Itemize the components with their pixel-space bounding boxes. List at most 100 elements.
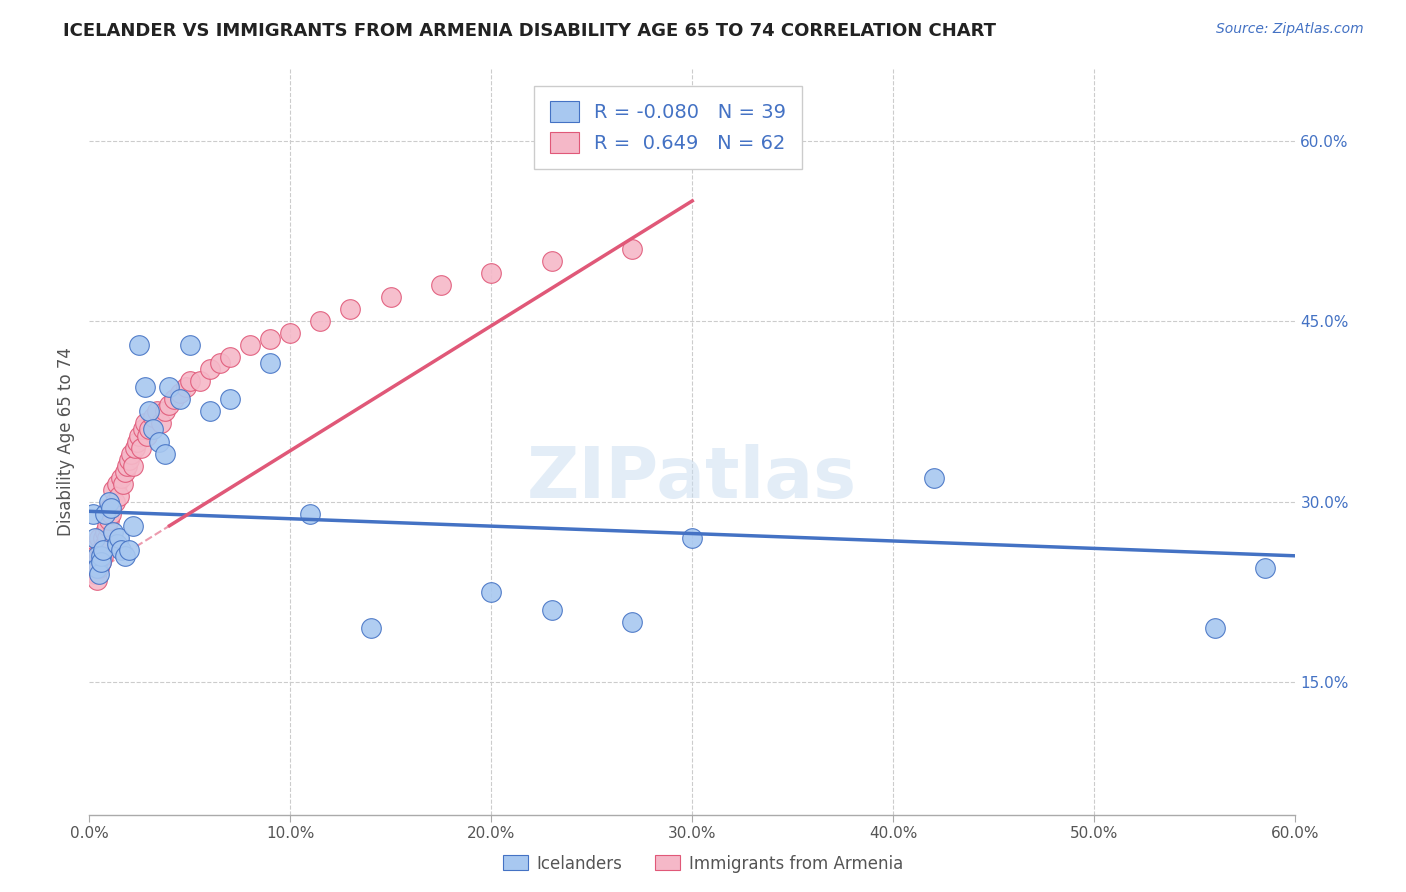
Point [218,351,240,365]
Point [922,470,945,484]
Point [159,380,181,394]
Point [169,392,191,407]
Point [309,314,332,328]
Point [540,254,562,268]
Point [208,356,231,370]
Point [1254,561,1277,575]
Point [114,465,136,479]
Point [96,531,118,545]
Point [87,561,110,575]
Point [87,566,110,581]
Point [108,489,131,503]
Point [96,518,118,533]
Point [90,555,112,569]
Point [479,585,502,599]
Point [94,524,117,539]
Point [114,549,136,563]
Point [87,549,110,563]
Point [100,500,122,515]
Point [299,507,322,521]
Point [124,441,146,455]
Point [103,483,125,497]
Point [259,332,281,346]
Point [90,542,112,557]
Point [155,404,177,418]
Point [110,470,132,484]
Point [1204,621,1226,635]
Point [138,422,160,436]
Point [86,561,108,575]
Point [198,404,221,418]
Point [112,476,135,491]
Point [339,302,361,317]
Point [118,542,141,557]
Point [218,392,240,407]
Point [174,380,197,394]
Legend: R = -0.080   N = 39, R =  0.649   N = 62: R = -0.080 N = 39, R = 0.649 N = 62 [534,86,801,169]
Point [131,441,153,455]
Point [84,531,107,545]
Point [188,375,211,389]
Point [86,573,108,587]
Point [132,422,155,436]
Point [94,537,117,551]
Point [120,446,142,460]
Point [169,386,191,401]
Point [179,338,201,352]
Point [98,494,121,508]
Point [148,434,170,449]
Point [104,494,127,508]
Point [100,507,122,521]
Point [110,542,132,557]
Point [239,338,262,352]
Point [259,356,281,370]
Point [122,518,145,533]
Point [94,507,117,521]
Point [86,549,108,563]
Point [108,531,131,545]
Point [91,531,114,545]
Point [681,531,703,545]
Point [128,338,150,352]
Point [136,428,159,442]
Point [80,555,103,569]
Point [118,452,141,467]
Point [179,375,201,389]
Point [91,549,114,563]
Point [134,380,156,394]
Point [150,417,173,431]
Point [127,434,149,449]
Point [90,549,112,563]
Point [430,278,453,293]
Point [134,417,156,431]
Point [155,446,177,460]
Point [82,542,104,557]
Point [138,404,160,418]
Point [380,290,402,304]
Point [360,621,382,635]
Point [82,507,104,521]
Point [105,537,128,551]
Point [105,476,128,491]
Point [159,399,181,413]
Point [620,242,643,256]
Point [91,542,114,557]
Point [142,422,165,436]
Point [87,531,110,545]
Text: ICELANDER VS IMMIGRANTS FROM ARMENIA DISABILITY AGE 65 TO 74 CORRELATION CHART: ICELANDER VS IMMIGRANTS FROM ARMENIA DIS… [63,22,997,40]
Point [103,524,125,539]
Point [98,513,121,527]
Point [146,404,169,418]
Point [122,458,145,473]
Point [198,362,221,376]
Point [98,500,121,515]
Point [540,603,562,617]
Point [90,555,112,569]
Point [84,566,107,581]
Point [620,615,643,629]
Point [84,549,107,563]
Point [117,458,139,473]
Point [479,266,502,280]
Legend: Icelanders, Immigrants from Armenia: Icelanders, Immigrants from Armenia [496,848,910,880]
Point [128,428,150,442]
